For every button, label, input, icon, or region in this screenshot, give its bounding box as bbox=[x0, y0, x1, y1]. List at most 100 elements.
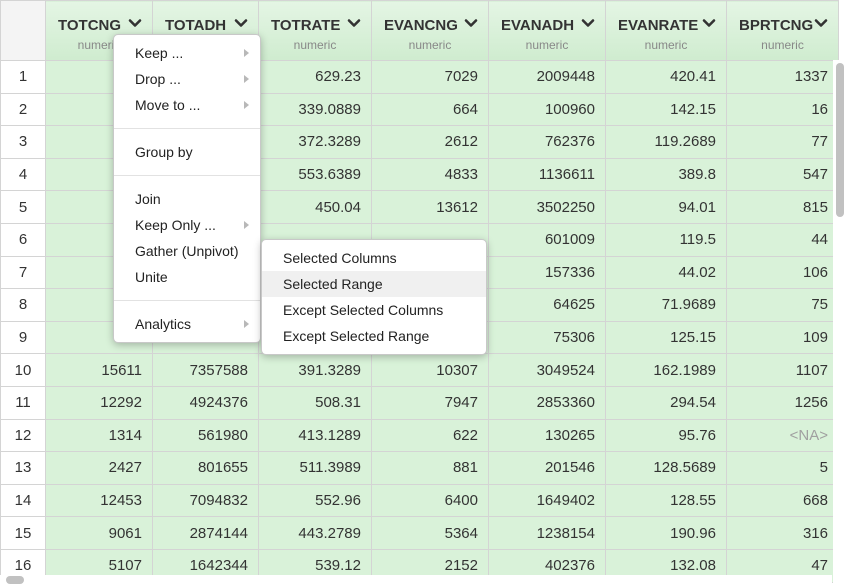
table-cell[interactable]: 413.1289 bbox=[258, 418, 372, 453]
table-cell[interactable]: 201546 bbox=[488, 451, 606, 485]
table-cell[interactable]: 762376 bbox=[488, 125, 606, 159]
table-cell[interactable]: 339.0889 bbox=[258, 92, 372, 127]
column-header-evancng[interactable]: EVANCNG numeric bbox=[371, 0, 489, 61]
table-cell[interactable]: 10307 bbox=[371, 353, 489, 387]
table-cell[interactable]: 5 bbox=[726, 451, 839, 485]
row-number[interactable]: 7 bbox=[0, 255, 46, 290]
table-cell[interactable]: 881 bbox=[371, 451, 489, 485]
table-cell[interactable]: 7357588 bbox=[152, 353, 259, 387]
table-cell[interactable]: 75 bbox=[726, 288, 839, 322]
table-cell[interactable]: 1314 bbox=[45, 418, 153, 453]
table-cell[interactable]: 128.5689 bbox=[605, 451, 727, 485]
table-cell[interactable]: 389.8 bbox=[605, 157, 727, 192]
menu-item-gather[interactable]: Gather (Unpivot) bbox=[114, 238, 260, 264]
table-cell[interactable]: 100960 bbox=[488, 92, 606, 127]
menu-item-group-by[interactable]: Group by bbox=[114, 139, 260, 165]
table-cell[interactable]: 109 bbox=[726, 320, 839, 355]
table-cell[interactable]: 7947 bbox=[371, 385, 489, 420]
table-cell[interactable]: 7029 bbox=[371, 60, 489, 94]
table-cell[interactable]: 5364 bbox=[371, 516, 489, 550]
table-cell[interactable]: 372.3289 bbox=[258, 125, 372, 159]
row-number[interactable]: 12 bbox=[0, 418, 46, 453]
table-cell[interactable]: 64625 bbox=[488, 288, 606, 322]
row-number[interactable]: 10 bbox=[0, 353, 46, 387]
table-cell[interactable]: 1107 bbox=[726, 353, 839, 387]
table-cell[interactable]: 44.02 bbox=[605, 255, 727, 290]
table-cell[interactable]: 294.54 bbox=[605, 385, 727, 420]
row-number[interactable]: 14 bbox=[0, 483, 46, 518]
corner-cell[interactable] bbox=[0, 0, 46, 61]
table-cell[interactable]: 1337 bbox=[726, 60, 839, 94]
table-cell[interactable]: 2612 bbox=[371, 125, 489, 159]
table-cell[interactable]: 2853360 bbox=[488, 385, 606, 420]
menu-item-move-to[interactable]: Move to ... bbox=[114, 92, 260, 118]
table-cell[interactable]: 1238154 bbox=[488, 516, 606, 550]
table-cell[interactable]: 12453 bbox=[45, 483, 153, 518]
table-cell[interactable]: 16 bbox=[726, 92, 839, 127]
table-cell[interactable]: 508.31 bbox=[258, 385, 372, 420]
column-header-evanadh[interactable]: EVANADH numeric bbox=[488, 0, 606, 61]
table-cell[interactable]: 1256 bbox=[726, 385, 839, 420]
row-number[interactable]: 5 bbox=[0, 190, 46, 224]
table-cell[interactable]: 157336 bbox=[488, 255, 606, 290]
table-cell[interactable]: 420.41 bbox=[605, 60, 727, 94]
row-number[interactable]: 2 bbox=[0, 92, 46, 127]
table-cell[interactable]: 162.1989 bbox=[605, 353, 727, 387]
table-cell[interactable]: 629.23 bbox=[258, 60, 372, 94]
vertical-scrollbar[interactable] bbox=[833, 60, 848, 586]
table-cell[interactable]: 13612 bbox=[371, 190, 489, 224]
table-cell[interactable]: 106 bbox=[726, 255, 839, 290]
table-cell[interactable]: 190.96 bbox=[605, 516, 727, 550]
table-cell[interactable]: 4833 bbox=[371, 157, 489, 192]
submenu-item-selected-range[interactable]: Selected Range bbox=[262, 271, 486, 297]
submenu-item-selected-columns[interactable]: Selected Columns bbox=[262, 245, 486, 271]
menu-item-drop[interactable]: Drop ... bbox=[114, 66, 260, 92]
chevron-down-icon[interactable] bbox=[234, 16, 248, 30]
table-cell[interactable]: 391.3289 bbox=[258, 353, 372, 387]
table-cell[interactable]: 1649402 bbox=[488, 483, 606, 518]
chevron-down-icon[interactable] bbox=[128, 16, 142, 30]
horizontal-scrollbar[interactable] bbox=[0, 575, 832, 586]
submenu-item-except-selected-range[interactable]: Except Selected Range bbox=[262, 323, 486, 349]
row-number[interactable]: 13 bbox=[0, 451, 46, 485]
table-cell[interactable]: 119.2689 bbox=[605, 125, 727, 159]
table-cell[interactable]: 561980 bbox=[152, 418, 259, 453]
table-cell[interactable]: 601009 bbox=[488, 222, 606, 257]
table-cell[interactable]: 128.55 bbox=[605, 483, 727, 518]
table-cell[interactable]: 2874144 bbox=[152, 516, 259, 550]
table-cell[interactable]: 9061 bbox=[45, 516, 153, 550]
table-cell[interactable]: 6400 bbox=[371, 483, 489, 518]
chevron-down-icon[interactable] bbox=[702, 16, 716, 30]
table-cell[interactable]: 664 bbox=[371, 92, 489, 127]
table-cell[interactable]: 125.15 bbox=[605, 320, 727, 355]
chevron-down-icon[interactable] bbox=[581, 16, 595, 30]
menu-item-unite[interactable]: Unite bbox=[114, 264, 260, 290]
table-cell[interactable]: 4924376 bbox=[152, 385, 259, 420]
row-number[interactable]: 4 bbox=[0, 157, 46, 192]
menu-item-keep-only[interactable]: Keep Only ... bbox=[114, 212, 260, 238]
menu-item-keep[interactable]: Keep ... bbox=[114, 40, 260, 66]
table-cell[interactable]: 75306 bbox=[488, 320, 606, 355]
table-cell[interactable]: 3049524 bbox=[488, 353, 606, 387]
table-cell[interactable]: 142.15 bbox=[605, 92, 727, 127]
column-header-evanrate[interactable]: EVANRATE numeric bbox=[605, 0, 727, 61]
row-number[interactable]: 11 bbox=[0, 385, 46, 420]
table-cell[interactable]: 815 bbox=[726, 190, 839, 224]
menu-item-join[interactable]: Join bbox=[114, 186, 260, 212]
chevron-down-icon[interactable] bbox=[464, 16, 478, 30]
table-cell[interactable]: 119.5 bbox=[605, 222, 727, 257]
table-cell[interactable]: 44 bbox=[726, 222, 839, 257]
table-cell[interactable]: 443.2789 bbox=[258, 516, 372, 550]
table-cell[interactable]: 3502250 bbox=[488, 190, 606, 224]
row-number[interactable]: 6 bbox=[0, 222, 46, 257]
chevron-down-icon[interactable] bbox=[347, 16, 361, 30]
table-cell[interactable]: 95.76 bbox=[605, 418, 727, 453]
row-number[interactable]: 9 bbox=[0, 320, 46, 355]
table-cell[interactable]: 553.6389 bbox=[258, 157, 372, 192]
submenu-item-except-selected-columns[interactable]: Except Selected Columns bbox=[262, 297, 486, 323]
row-number[interactable]: 1 bbox=[0, 60, 46, 94]
table-cell[interactable]: 2009448 bbox=[488, 60, 606, 94]
column-header-totrate[interactable]: TOTRATE numeric bbox=[258, 0, 372, 61]
table-cell[interactable]: 622 bbox=[371, 418, 489, 453]
row-number[interactable]: 15 bbox=[0, 516, 46, 550]
